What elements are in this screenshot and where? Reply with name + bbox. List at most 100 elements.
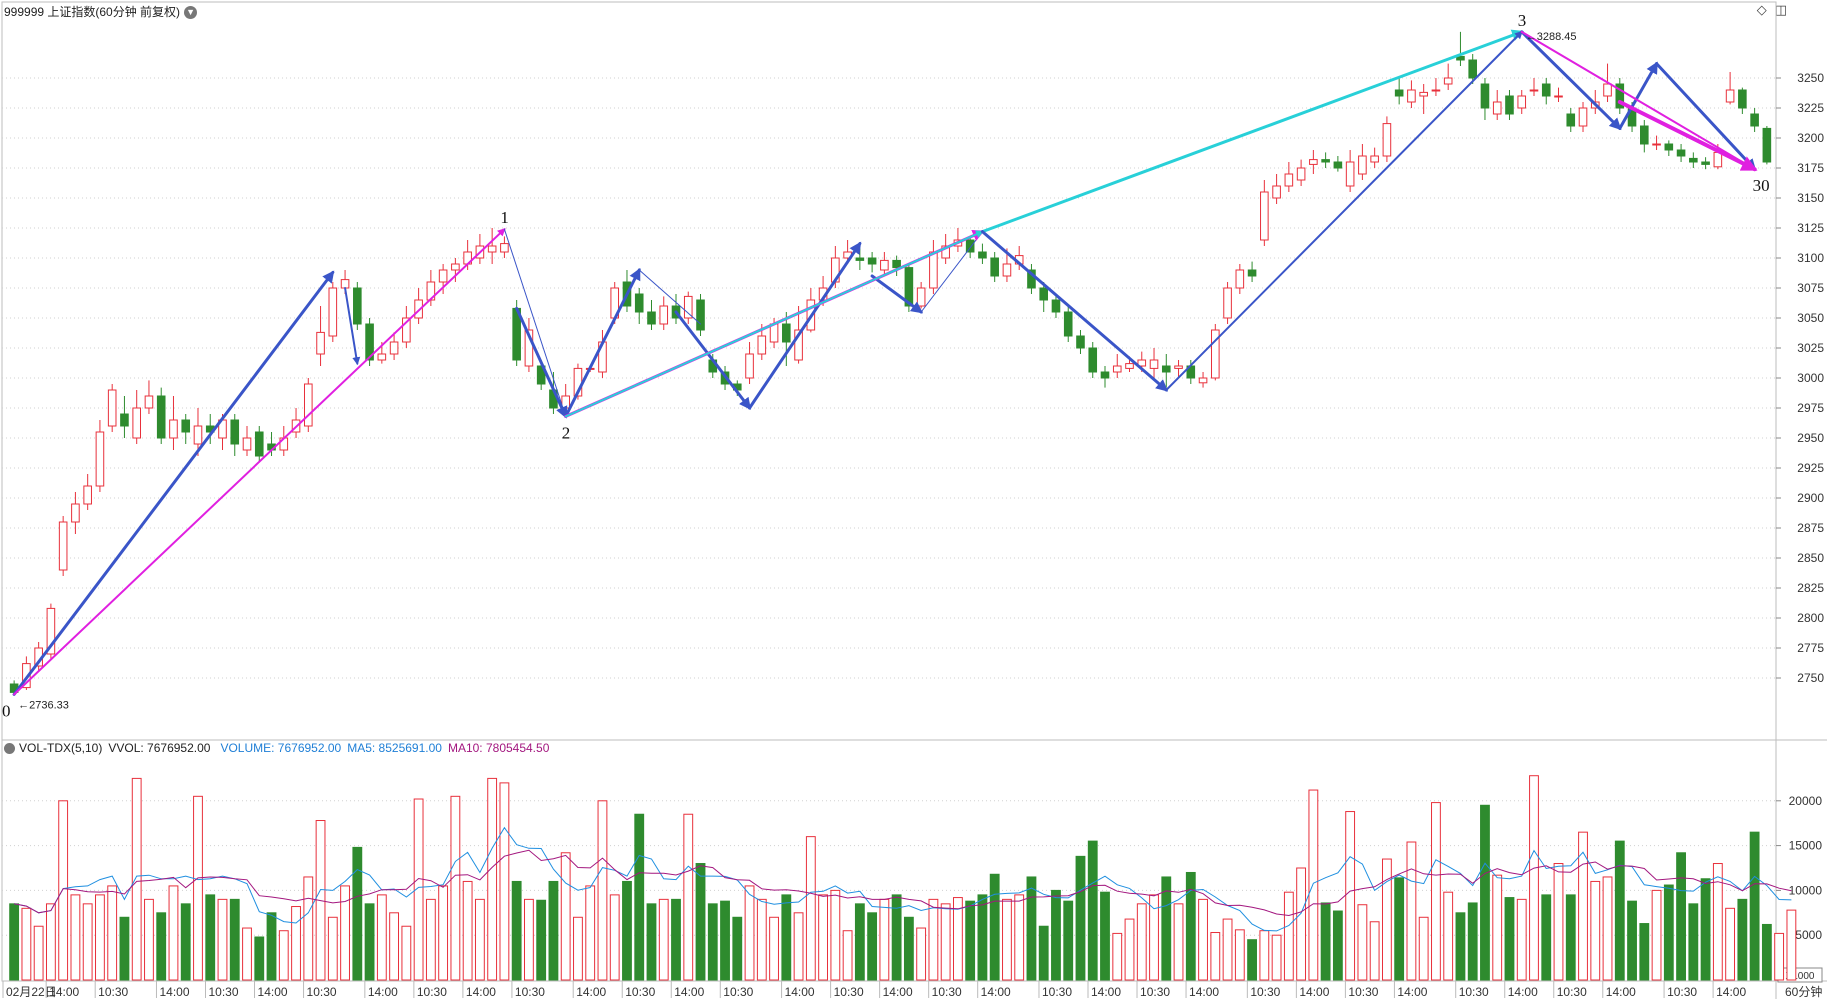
chevron-down-icon[interactable]: ▼ <box>184 6 198 20</box>
wave-label: 1 <box>500 208 509 227</box>
candle-down <box>696 299 705 331</box>
price-tick-label: 2825 <box>1797 581 1824 595</box>
volume-bar-down <box>720 900 730 981</box>
volume-bar-down <box>1394 877 1405 981</box>
volume-bar-up <box>793 912 804 981</box>
x-tick-label: 14:00 <box>785 985 815 999</box>
volume-bar-down <box>1761 923 1772 981</box>
volume-bar-down <box>1026 876 1037 981</box>
x-tick-label: 14:00 <box>981 985 1011 999</box>
volume-bar-down <box>1504 897 1515 981</box>
candle-up <box>71 503 80 523</box>
diamond-icon[interactable]: ◇ <box>1756 2 1767 17</box>
candle-down <box>1676 149 1686 157</box>
volume-bar-down <box>1541 894 1552 981</box>
volume-bar-up <box>1443 891 1454 981</box>
volume-tick-label: 20000 <box>1789 794 1823 808</box>
volume-bar-up <box>70 894 81 981</box>
candle-up <box>46 607 56 655</box>
candle-down <box>1762 127 1772 163</box>
price-tick-label: 2775 <box>1797 641 1824 655</box>
candle-up <box>1725 89 1735 103</box>
candle-up <box>169 419 178 439</box>
volume-bar-up <box>683 813 694 981</box>
candle-up <box>1149 359 1159 369</box>
volume-bar-down <box>1247 939 1257 981</box>
volume-bar-down <box>1614 840 1625 981</box>
volume-bar-up <box>658 898 669 981</box>
volume-bar-up <box>1712 863 1723 981</box>
candle-up <box>561 395 570 409</box>
volume-bar-down <box>511 880 522 981</box>
volume-bar-up <box>450 795 461 981</box>
volume-bar-down <box>1455 912 1466 981</box>
x-tick-label: 10:30 <box>417 985 447 999</box>
candle-down <box>1247 269 1257 277</box>
volume-bar-down <box>1688 903 1699 981</box>
candle-down <box>120 413 129 427</box>
volume-bar-down <box>1565 894 1576 981</box>
wave-line <box>1618 61 1659 130</box>
volume-bar-down <box>1185 871 1196 981</box>
candle-down <box>1468 59 1478 79</box>
volume-bar-down <box>977 894 988 981</box>
volume-bar-down <box>352 846 363 981</box>
volume-bar-up <box>1014 894 1025 981</box>
volume-bar-up <box>1002 898 1012 981</box>
volume-bar-down <box>1737 898 1748 981</box>
candle-down <box>230 419 240 445</box>
candle-down <box>867 257 877 265</box>
volume-bar-up <box>879 898 890 981</box>
volume-bar-up <box>1271 934 1282 981</box>
volume-bar-down <box>1627 900 1637 981</box>
volume-bar-up <box>1283 891 1294 981</box>
candle-up <box>1296 167 1306 181</box>
candle-up <box>58 521 68 571</box>
wave-line <box>564 267 641 418</box>
volume-bar-up <box>805 836 816 981</box>
indicator-settings-icon[interactable] <box>4 743 15 755</box>
x-tick-label: 10:30 <box>723 985 753 999</box>
candle-down <box>1664 143 1674 151</box>
candle-down <box>634 293 644 313</box>
x-tick-label: 14:00 <box>1716 985 1746 999</box>
candle-up <box>1358 155 1367 175</box>
x-tick-label: 14:00 <box>1091 985 1121 999</box>
x-tick-label: 14:00 <box>1508 985 1538 999</box>
chart-title: 999999 上证指数(60分钟 前复权) ▼ <box>4 3 198 20</box>
price-tick-label: 2925 <box>1797 461 1824 475</box>
volume-bar-up <box>842 930 853 981</box>
volume-bar-up <box>953 897 963 981</box>
volume-bar-up <box>1431 802 1441 981</box>
x-tick-label: 10:30 <box>208 985 238 999</box>
volume-bar-up <box>487 777 498 981</box>
candle-up <box>316 331 325 355</box>
candle-up <box>1407 89 1416 103</box>
x-tick-label: 10:30 <box>1667 985 1697 999</box>
volume-bar-up <box>58 800 69 981</box>
price-tick-label: 3125 <box>1797 221 1824 235</box>
volume-bar-down <box>965 900 976 981</box>
volume-bar-up <box>1578 831 1588 981</box>
volume-bar-up <box>1602 876 1613 981</box>
volume-bar-down <box>695 863 706 981</box>
volume-bar-up <box>168 885 179 981</box>
volume-bar-up <box>744 885 755 981</box>
volume-bar-down <box>1051 889 1061 981</box>
wave-label: 2 <box>562 423 571 442</box>
candle-up <box>1370 155 1379 163</box>
candle-up <box>402 317 411 343</box>
x-tick-label: 10:30 <box>515 985 545 999</box>
candle-down <box>978 251 987 259</box>
volume-bar-down <box>156 912 167 981</box>
volume-bar-up <box>340 885 350 981</box>
window-icon[interactable]: ◫ <box>1774 2 1787 17</box>
volume-bar-down <box>854 903 865 981</box>
volume-bar-down <box>781 894 792 981</box>
candle-down <box>1456 55 1465 61</box>
candle-up <box>1382 123 1392 157</box>
volume-bar-up <box>499 782 510 981</box>
volume-bar-up <box>376 894 387 981</box>
volume-bar-down <box>989 873 1000 981</box>
